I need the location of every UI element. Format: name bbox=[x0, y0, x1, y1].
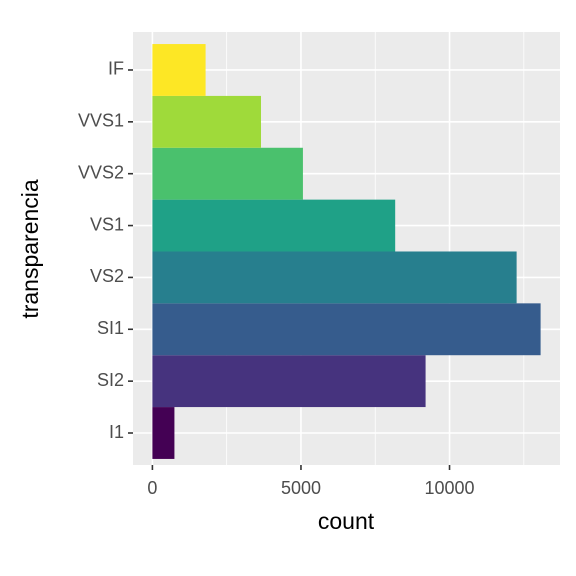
y-axis-title: transparencia bbox=[17, 179, 43, 319]
bar bbox=[152, 147, 303, 200]
x-axis-title: count bbox=[318, 508, 375, 534]
bar bbox=[152, 355, 426, 408]
bar bbox=[152, 199, 396, 252]
y-tick-label: VVS2 bbox=[78, 162, 124, 182]
y-tick-label: VS2 bbox=[90, 266, 124, 286]
y-tick-label: VVS1 bbox=[78, 111, 124, 131]
y-tick-label: VS1 bbox=[90, 214, 124, 234]
bar bbox=[152, 95, 262, 148]
x-tick-label: 0 bbox=[147, 478, 157, 498]
bar bbox=[152, 251, 517, 304]
bar bbox=[152, 303, 541, 356]
x-tick-label: 5000 bbox=[281, 478, 321, 498]
y-tick-label: I1 bbox=[109, 422, 124, 442]
bar bbox=[152, 407, 175, 459]
x-tick-label: 10000 bbox=[424, 478, 474, 498]
bar bbox=[152, 44, 206, 96]
y-tick-label: IF bbox=[108, 59, 124, 79]
y-tick-label: SI1 bbox=[97, 318, 124, 338]
y-tick-label: SI2 bbox=[97, 370, 124, 390]
